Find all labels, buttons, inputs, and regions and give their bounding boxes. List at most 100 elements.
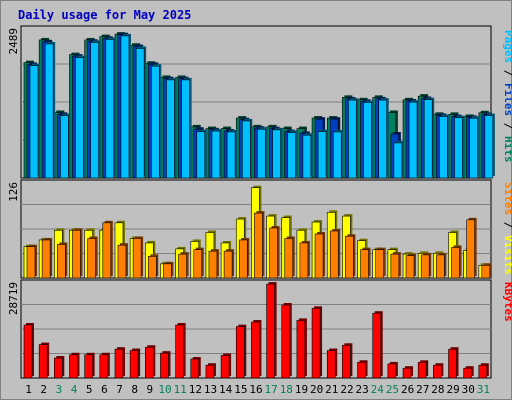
x-tick-label-day-12: 12 <box>189 383 202 396</box>
bar-sites-day-7 <box>117 244 127 279</box>
bar-sites-day-12 <box>193 249 203 279</box>
bar-kbytes-day-21 <box>326 350 336 379</box>
bar-sites-day-31 <box>481 265 491 279</box>
bar-kbytes-day-20 <box>311 307 321 379</box>
bar-pages-day-2 <box>44 43 54 179</box>
y-max-label-kbytes: 28719 <box>7 282 20 315</box>
bar-pages-day-12 <box>196 131 206 179</box>
bar-pages-day-27 <box>423 99 433 179</box>
x-tick-label-day-4: 4 <box>71 383 78 396</box>
bar-sites-day-3 <box>57 244 66 279</box>
bar-pages-day-7 <box>120 35 130 179</box>
bar-pages-day-30 <box>469 117 478 179</box>
bar-kbytes-day-7 <box>114 348 124 379</box>
series-label-part: Visits <box>502 235 512 275</box>
bar-kbytes-day-15 <box>235 326 245 379</box>
bar-pages-day-25 <box>393 142 403 179</box>
bar-pages-day-17 <box>272 129 281 179</box>
bar-kbytes-day-23 <box>357 361 366 379</box>
bar-kbytes-day-13 <box>205 364 215 379</box>
x-tick-label-day-3: 3 <box>56 383 63 396</box>
series-label-visits-sites: Sites / Visits <box>502 182 512 275</box>
bar-sites-day-10 <box>163 263 172 279</box>
bar-kbytes-day-8 <box>129 350 139 379</box>
bar-kbytes-day-28 <box>433 364 442 379</box>
bar-pages-day-29 <box>454 117 463 179</box>
x-tick-label-day-27: 27 <box>416 383 429 396</box>
bar-pages-day-26 <box>408 101 418 179</box>
y-max-label-visits-sites: 126 <box>7 182 20 202</box>
bar-kbytes-day-4 <box>69 354 78 379</box>
bar-kbytes-day-26 <box>402 367 412 379</box>
y-max-label-hits-files-pages: 2489 <box>7 28 20 55</box>
x-tick-label-day-1: 1 <box>25 383 32 396</box>
bar-pages-day-20 <box>317 131 327 179</box>
bar-kbytes-day-29 <box>448 348 457 379</box>
bar-pages-day-23 <box>363 102 372 179</box>
series-label-part: Hits <box>502 136 512 163</box>
bar-sites-day-6 <box>102 222 112 279</box>
bar-kbytes-day-2 <box>38 344 48 379</box>
bar-sites-day-14 <box>223 250 233 279</box>
x-tick-label-day-10: 10 <box>158 383 171 396</box>
bar-kbytes-day-11 <box>175 324 184 379</box>
x-tick-label-day-21: 21 <box>325 383 338 396</box>
bar-sites-day-1 <box>26 246 36 279</box>
bar-kbytes-day-3 <box>54 357 63 379</box>
x-tick-label-day-22: 22 <box>340 383 353 396</box>
x-tick-label-day-17: 17 <box>265 383 278 396</box>
bar-pages-day-22 <box>348 99 357 179</box>
bar-sites-day-21 <box>329 230 339 279</box>
x-tick-label-day-19: 19 <box>295 383 308 396</box>
bar-pages-day-19 <box>302 134 312 179</box>
bar-pages-day-16 <box>257 128 266 179</box>
x-tick-label-day-30: 30 <box>462 383 475 396</box>
bar-kbytes-day-18 <box>281 304 291 379</box>
series-label-part: Pages <box>502 30 512 63</box>
bar-sites-day-23 <box>360 249 369 279</box>
bar-pages-day-28 <box>439 116 448 179</box>
x-tick-label-day-14: 14 <box>219 383 233 396</box>
bar-kbytes-day-25 <box>387 363 397 379</box>
bar-sites-day-9 <box>147 256 157 279</box>
x-tick-label-day-9: 9 <box>147 383 154 396</box>
x-tick-label-day-5: 5 <box>86 383 93 396</box>
bar-pages-day-31 <box>484 115 494 179</box>
bar-pages-day-5 <box>90 42 99 179</box>
bar-pages-day-6 <box>105 39 115 179</box>
bar-pages-day-11 <box>181 79 190 179</box>
series-label-part: / <box>502 116 512 136</box>
bar-pages-day-3 <box>60 115 69 179</box>
bar-sites-day-5 <box>87 238 96 279</box>
bar-pages-day-21 <box>332 131 342 179</box>
x-tick-label-day-26: 26 <box>401 383 414 396</box>
bar-kbytes-day-10 <box>160 352 169 379</box>
bar-sites-day-30 <box>466 219 475 279</box>
bar-pages-day-10 <box>166 79 175 179</box>
bar-sites-day-22 <box>345 235 354 279</box>
bar-kbytes-day-17 <box>266 283 275 379</box>
bar-pages-day-4 <box>75 57 84 179</box>
bar-kbytes-day-9 <box>144 346 154 379</box>
x-tick-label-day-25: 25 <box>386 383 399 396</box>
bar-pages-day-18 <box>287 132 297 179</box>
bar-sites-day-18 <box>284 238 294 279</box>
x-tick-label-day-20: 20 <box>310 383 323 396</box>
x-tick-label-day-31: 31 <box>477 383 490 396</box>
bar-pages-day-24 <box>378 99 388 179</box>
bar-sites-day-16 <box>254 212 263 279</box>
x-tick-label-day-2: 2 <box>40 383 47 396</box>
bar-kbytes-day-1 <box>23 324 33 379</box>
bar-kbytes-day-31 <box>478 364 488 379</box>
bar-kbytes-day-24 <box>372 312 382 379</box>
series-label-part: KBytes <box>502 282 512 322</box>
bar-sites-day-19 <box>299 242 309 279</box>
bar-kbytes-day-6 <box>99 354 109 379</box>
bar-sites-day-13 <box>208 250 218 279</box>
bar-kbytes-day-5 <box>84 354 93 379</box>
bar-kbytes-day-16 <box>251 321 260 379</box>
bar-kbytes-day-19 <box>296 320 306 379</box>
page-title: Daily usage for May 2025 <box>18 8 192 22</box>
x-tick-label-day-16: 16 <box>249 383 262 396</box>
